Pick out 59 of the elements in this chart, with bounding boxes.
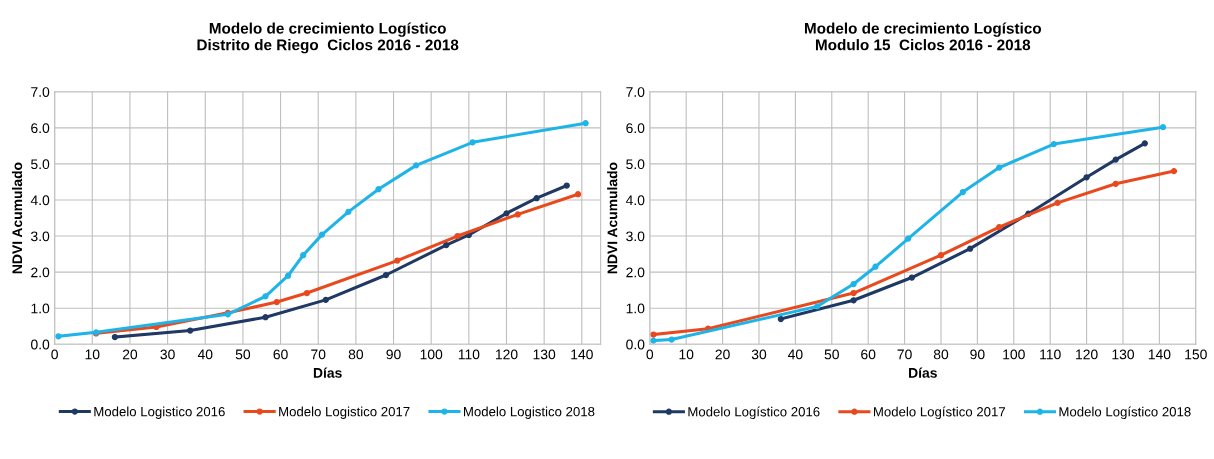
y-tick-label: 4.0 [30, 195, 50, 206]
y-tick-label: 3.0 [30, 231, 50, 242]
x-tick-label: 120 [1076, 349, 1098, 360]
x-tick-label: 50 [235, 349, 251, 360]
x-tick-label: 30 [751, 349, 767, 360]
x-tick-label: 70 [897, 349, 912, 360]
x-tick-label: 70 [311, 349, 326, 360]
y-tick-label: 0.0 [31, 339, 50, 350]
y-axis-title: NDVI Acumulado [11, 162, 23, 274]
y-axis-title: NDVI Acumulado [607, 162, 618, 274]
legend-label: Modelo Logístico 2018 [1059, 406, 1191, 420]
legend-label: Modelo Logistico 2018 [464, 406, 595, 419]
x-tick-label: 140 [1148, 349, 1171, 360]
y-tick-label: 2.0 [626, 267, 645, 278]
y-tick-label: 2.0 [31, 267, 50, 278]
chart-title: Modelo de crecimiento Logístico Distrito de Riego Ciclos 2016 - 2018 [197, 22, 459, 54]
y-tick-label: 6.0 [31, 123, 50, 134]
x-tick-label: 20 [715, 349, 730, 360]
x-tick-label: 120 [495, 349, 518, 360]
y-tick-label: 5.0 [626, 159, 645, 170]
x-tick-label: 30 [160, 349, 175, 360]
x-tick-label: 80 [933, 349, 949, 360]
x-tick-label: 90 [970, 349, 985, 360]
y-tick-label: 7.0 [31, 87, 50, 97]
y-tick-label: 3.0 [626, 231, 645, 242]
x-tick-label: 130 [533, 349, 556, 360]
y-tick-label: 4.0 [625, 195, 645, 206]
y-tick-label: 0.0 [626, 339, 645, 350]
x-tick-label: 0 [51, 349, 58, 360]
legend-label: Modelo Logistico 2016 [94, 406, 225, 419]
x-tick-label: 100 [1003, 349, 1025, 360]
y-tick-label: 1.0 [626, 303, 645, 314]
legend-label: Modelo Logístico 2016 [688, 406, 820, 420]
x-tick-label: 40 [787, 349, 803, 360]
x-tick-label: 90 [386, 349, 401, 360]
x-tick-label: 110 [458, 349, 480, 360]
y-tick-label: 1.0 [31, 303, 50, 314]
x-tick-label: 130 [1112, 349, 1135, 360]
x-tick-label: 140 [571, 349, 593, 360]
chart-title: Modelo de crecimiento Logístico Modulo 15 Ciclos 2016 - 2018 [804, 22, 1042, 51]
x-tick-label: 0 [646, 349, 654, 360]
x-tick-label: 110 [1040, 349, 1061, 360]
x-tick-label: 60 [273, 349, 288, 360]
x-tick-label: 10 [679, 349, 694, 360]
x-tick-label: 50 [824, 349, 839, 360]
x-axis-title: Días [909, 367, 937, 378]
y-tick-label: 5.0 [31, 159, 50, 170]
legend-label: Modelo Logístico 2017 [873, 406, 1006, 420]
x-tick-label: 150 [1185, 349, 1207, 360]
x-tick-label: 20 [122, 349, 138, 360]
x-tick-label: 60 [861, 349, 876, 360]
x-tick-label: 80 [348, 349, 364, 360]
x-axis-title: Días [313, 367, 342, 378]
legend-label: Modelo Logistico 2017 [279, 406, 410, 419]
x-tick-label: 100 [420, 349, 443, 360]
x-tick-label: 40 [197, 349, 213, 360]
y-tick-label: 7.0 [626, 87, 645, 97]
x-tick-label: 10 [85, 349, 100, 360]
y-tick-label: 6.0 [626, 123, 645, 134]
